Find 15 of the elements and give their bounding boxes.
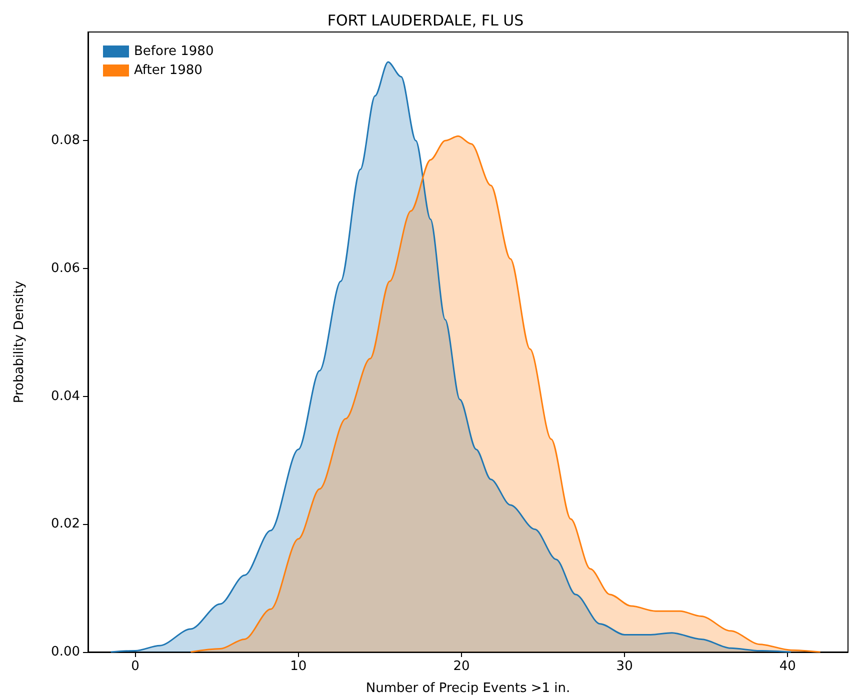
x-tick-label: 20 [453,659,470,674]
y-tick-label: 0.00 [51,644,80,660]
x-tick-label: 0 [131,659,140,674]
y-tick-label: 0.04 [51,388,80,404]
y-tick-label: 0.02 [51,516,80,532]
x-tick-label: 30 [616,659,633,674]
y-axis-title: Probability Density [12,280,27,404]
legend-label: After 1980 [134,63,202,78]
chart-title: FORT LAUDERDALE, FL US [327,12,524,30]
legend-label: Before 1980 [134,44,214,59]
y-tick-label: 0.06 [51,260,80,276]
y-tick-label: 0.08 [51,133,80,148]
x-tick-label: 40 [779,659,796,674]
x-tick-label: 10 [290,659,307,674]
x-axis-title: Number of Precip Events >1 in. [366,681,570,696]
